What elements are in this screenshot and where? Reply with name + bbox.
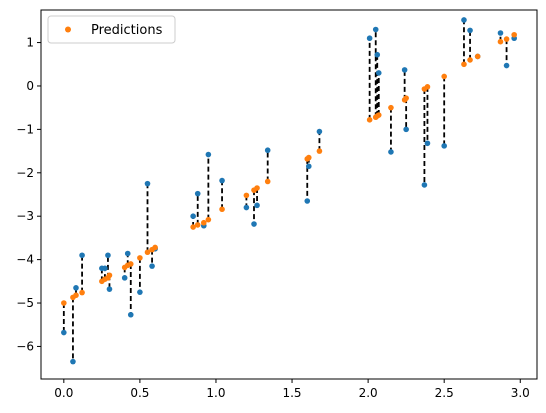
y-tick-label: −5 — [16, 296, 34, 310]
predicted-point — [61, 300, 67, 306]
actual-point — [121, 275, 128, 281]
y-axis: −6 −5 −4 −3 −2 −1 0 1 — [16, 36, 41, 353]
actual-point — [137, 289, 143, 295]
y-tick-label: 0 — [26, 79, 34, 93]
predicted-point — [305, 154, 312, 161]
actual-point — [316, 128, 323, 135]
predicted-point — [243, 192, 250, 199]
predicted-point — [194, 222, 201, 228]
predicted-point — [152, 244, 158, 251]
x-tick-label: 0.0 — [54, 386, 73, 400]
actual-point — [144, 180, 151, 187]
actual-point — [205, 151, 212, 158]
x-tick-label: 2.5 — [435, 386, 454, 400]
actual-point — [251, 221, 257, 227]
actual-point — [243, 204, 250, 211]
predicted-point — [79, 289, 85, 296]
actual-point — [127, 311, 134, 318]
actual-point — [467, 27, 473, 34]
actual-point — [388, 149, 394, 155]
actual-point — [194, 190, 201, 197]
legend-label: Predictions — [91, 23, 163, 38]
x-tick-label: 3.0 — [511, 386, 530, 400]
actual-point — [79, 252, 85, 259]
legend-box — [47, 15, 176, 44]
predicted-point — [200, 219, 207, 226]
actual-point — [305, 163, 312, 170]
predicted-point — [424, 84, 431, 90]
predicted-point — [137, 255, 143, 261]
actual-point — [264, 147, 271, 154]
predicted-point — [375, 112, 382, 118]
x-tick-label: 1.0 — [206, 386, 225, 400]
actual-point — [106, 286, 113, 292]
actual-point — [70, 358, 76, 365]
legend-marker — [65, 26, 71, 33]
predicted-point — [106, 272, 113, 279]
actual-point — [219, 177, 225, 184]
actual-point — [503, 62, 510, 69]
predicted-point — [264, 178, 271, 185]
predicted-point — [73, 292, 79, 299]
actual-point — [461, 17, 467, 23]
predicted-point — [403, 95, 409, 101]
plot-area — [41, 10, 537, 379]
actual-point — [401, 67, 408, 73]
actual-point — [105, 252, 111, 259]
actual-point — [61, 329, 67, 336]
x-axis: 0.0 0.5 1.0 1.5 2.0 2.5 3.0 — [54, 379, 530, 400]
predicted-point — [503, 36, 510, 42]
actual-point — [124, 250, 131, 257]
actual-point — [254, 202, 260, 209]
y-tick-label: −3 — [16, 209, 34, 223]
actual-point — [372, 26, 379, 33]
predicted-point — [219, 206, 225, 213]
actual-point — [441, 143, 447, 149]
predicted-point — [127, 261, 134, 267]
predicted-point — [497, 38, 504, 45]
y-tick-label: −6 — [16, 339, 34, 353]
actual-point — [375, 70, 382, 76]
predicted-point — [190, 224, 196, 230]
actual-point — [424, 140, 431, 147]
predicted-point — [254, 185, 260, 191]
predicted-point — [316, 148, 323, 154]
x-tick-label: 0.5 — [130, 386, 149, 400]
y-tick-label: −2 — [16, 166, 34, 180]
predicted-point — [388, 104, 394, 111]
actual-point — [403, 126, 409, 133]
y-tick-label: −4 — [16, 253, 34, 267]
plot-frame — [40, 9, 538, 380]
actual-point — [190, 213, 196, 220]
actual-point — [374, 51, 381, 58]
actual-point — [102, 265, 108, 272]
legend: Predictions — [47, 15, 176, 44]
y-tick-label: 1 — [26, 36, 34, 50]
predicted-point — [366, 117, 373, 123]
predicted-point — [441, 73, 447, 80]
x-tick-label: 1.5 — [282, 386, 301, 400]
y-tick-label: −1 — [16, 122, 34, 136]
actual-point — [421, 182, 428, 188]
predicted-point — [474, 53, 481, 60]
actual-point — [304, 198, 311, 204]
predicted-point — [467, 57, 473, 63]
predicted-point — [144, 249, 151, 256]
actual-point — [73, 285, 79, 291]
predicted-point — [461, 61, 467, 68]
x-tick-label: 2.0 — [359, 386, 378, 400]
actual-point — [149, 263, 155, 269]
predicted-points — [61, 31, 517, 306]
actual-point — [366, 35, 373, 42]
predicted-point — [511, 31, 517, 38]
predicted-point — [205, 216, 212, 223]
actual-point — [497, 30, 504, 36]
